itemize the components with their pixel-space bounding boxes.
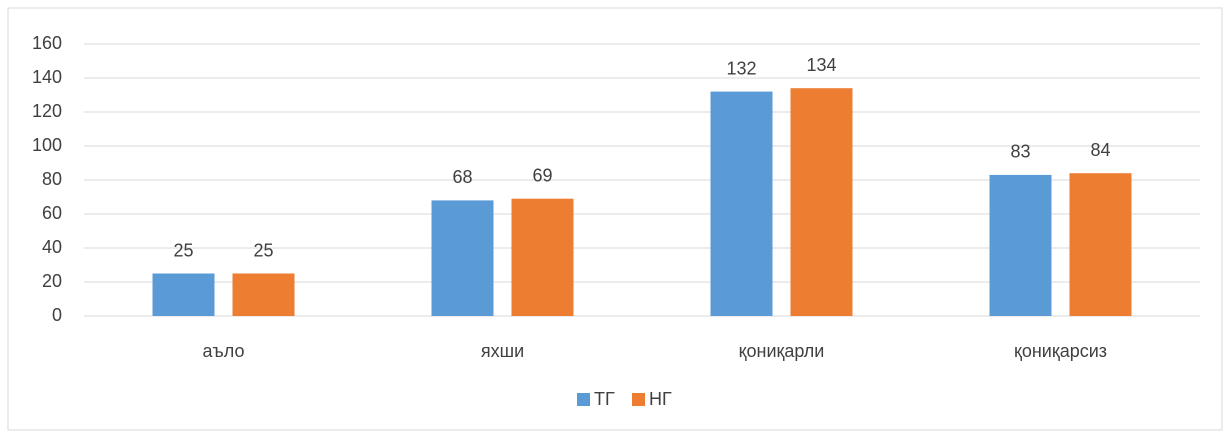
bar xyxy=(989,174,1052,316)
y-tick-label: 140 xyxy=(32,67,62,87)
bar xyxy=(232,273,295,316)
data-label: 132 xyxy=(726,58,756,78)
data-label: 68 xyxy=(452,167,472,187)
data-label: 84 xyxy=(1090,140,1110,160)
y-tick-label: 60 xyxy=(42,203,62,223)
data-label: 69 xyxy=(532,165,552,185)
data-label: 25 xyxy=(173,240,193,260)
y-tick-label: 100 xyxy=(32,135,62,155)
x-tick-label: яхши xyxy=(481,341,524,361)
bar xyxy=(790,88,853,316)
bar xyxy=(511,198,574,316)
bar xyxy=(152,273,215,316)
y-tick-label: 80 xyxy=(42,169,62,189)
bar xyxy=(710,91,773,316)
x-tick-label: қониқарсиз xyxy=(1014,341,1107,361)
legend-label: НГ xyxy=(649,389,672,409)
legend-swatch xyxy=(577,393,590,406)
x-tick-label: аъло xyxy=(203,341,245,361)
x-tick-label: қониқарли xyxy=(739,341,825,361)
y-tick-label: 40 xyxy=(42,237,62,257)
y-tick-label: 0 xyxy=(52,305,62,325)
y-tick-label: 120 xyxy=(32,101,62,121)
legend-swatch xyxy=(632,393,645,406)
data-label: 83 xyxy=(1010,142,1030,162)
legend-label: ТГ xyxy=(594,389,615,409)
bar xyxy=(1069,173,1132,316)
data-label: 25 xyxy=(253,240,273,260)
bar xyxy=(431,200,494,316)
data-label: 134 xyxy=(806,55,836,75)
y-tick-label: 20 xyxy=(42,271,62,291)
y-tick-label: 160 xyxy=(32,33,62,53)
